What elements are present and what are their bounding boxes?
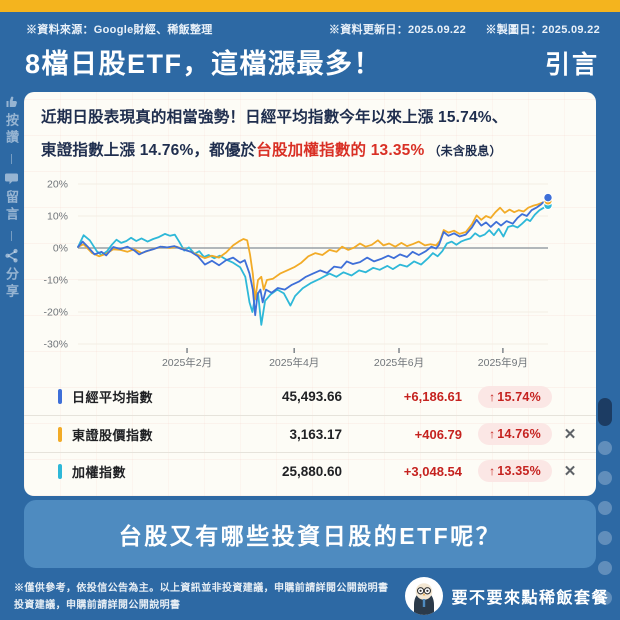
pct-badge: ↑ 13.35%: [478, 460, 552, 482]
section-tag: 引言: [544, 51, 599, 79]
data-source-note: ※資料來源：Google財經、稀飯整理: [26, 24, 213, 36]
pct-value: 13.35%: [497, 464, 541, 478]
pct-value: 14.76%: [497, 427, 541, 441]
svg-text:10%: 10%: [47, 211, 68, 223]
social-sidebar: 按讚 留言 分享: [1, 94, 22, 301]
index-change: +406.79: [414, 426, 462, 442]
intro-note: （未含股息）: [428, 144, 502, 158]
sidebar-item-like[interactable]: 按讚: [2, 94, 21, 147]
sidebar-share-label: 分享: [4, 267, 19, 301]
series-color-bar: [58, 426, 62, 442]
series-color-bar: [58, 389, 62, 404]
data-updated-note: ※資料更新日：2025.09.22: [328, 24, 467, 36]
footer-disclaimer: ※僅供參考，依投信公告為主。以上資訊並非投資建議，申購前請詳閱公開說明書 投資建…: [14, 580, 388, 614]
svg-text:-20%: -20%: [43, 307, 68, 319]
index-value: 3,163.17: [289, 426, 342, 442]
brand-footer: 要不要來點稀飯套餐: [405, 577, 609, 615]
brand-name: 要不要來點稀飯套餐: [451, 590, 609, 607]
edge-dot-decoration: [598, 441, 612, 455]
edge-dot-decoration: [598, 561, 612, 575]
edge-pill-decoration: [598, 398, 612, 426]
pct-value: 15.74%: [497, 389, 541, 404]
svg-text:2025年9月: 2025年9月: [478, 356, 528, 369]
index-table: 日經平均指數 45,493.66 +6,186.61 ↑ 15.74% 東證股價指…: [24, 378, 596, 489]
table-row-taiex: 加權指數 25,880.60 +3,048.54 ↑ 13.35% ✕: [24, 452, 596, 489]
title-row: 8檔日股ETF，這檔漲最多！ 引言: [25, 42, 599, 81]
up-arrow-icon: ↑: [489, 389, 496, 404]
close-row-button[interactable]: ✕: [563, 426, 577, 443]
svg-text:2025年4月: 2025年4月: [269, 356, 319, 369]
intro-highlight: 台股加權指數的 13.35%: [256, 142, 425, 159]
edge-dot-decoration: [598, 471, 612, 485]
banner-text: 台股又有哪些投資日股的ETF呢？: [118, 523, 502, 549]
sidebar-comment-label: 留言: [4, 190, 19, 224]
edge-dot-decoration: [598, 501, 612, 515]
svg-text:-30%: -30%: [43, 339, 68, 351]
performance-chart: 20% 10% 0% -10% -20% -30% 2025年2月 2025年4月 2025年6…: [43, 179, 553, 369]
sidebar-like-label: 按讚: [4, 113, 19, 147]
disclaimer-line2: 投資建議，申購前請詳閱公開說明書: [14, 600, 181, 611]
svg-text:0%: 0%: [53, 243, 68, 255]
chart-card: 近期日股表現真的相當強勢！日經平均指數今年以來上漲 15.74%、 東證指數上漲…: [24, 92, 596, 496]
up-arrow-icon: ↑: [489, 464, 496, 478]
index-name: 日經平均指數: [72, 390, 154, 405]
sidebar-item-comment[interactable]: 留言: [2, 171, 21, 224]
index-value: 25,880.60: [281, 463, 342, 479]
page-title: 8檔日股ETF，這檔漲最多！: [25, 49, 383, 79]
svg-text:20%: 20%: [47, 179, 68, 191]
close-row-button[interactable]: ✕: [563, 463, 577, 480]
up-arrow-icon: ↑: [489, 427, 496, 441]
edge-dot-decoration: [598, 531, 612, 545]
table-row-nikkei: 日經平均指數 45,493.66 +6,186.61 ↑ 15.74%: [24, 378, 596, 415]
svg-text:-10%: -10%: [43, 275, 68, 287]
meta-row: ※資料來源：Google財經、稀飯整理 ※資料更新日：2025.09.22 ※製…: [26, 21, 600, 37]
sidebar-divider: [11, 231, 12, 241]
sidebar-item-share[interactable]: 分享: [2, 248, 21, 301]
svg-text:2025年6月: 2025年6月: [374, 356, 424, 369]
question-banner: 台股又有哪些投資日股的ETF呢？: [24, 500, 596, 568]
thumbs-up-icon: [4, 94, 19, 109]
intro-paragraph: 近期日股表現真的相當強勢！日經平均指數今年以來上漲 15.74%、 東證指數上漲…: [41, 101, 588, 168]
share-icon: [4, 248, 19, 263]
index-value: 45,493.66: [281, 389, 342, 404]
brand-logo-owl-icon: [405, 577, 444, 615]
index-change: +3,048.54: [403, 463, 462, 479]
sidebar-divider: [11, 154, 12, 164]
top-accent-bar: [0, 0, 620, 12]
chart-date-note: ※製圖日：2025.09.22: [485, 24, 600, 36]
index-name: 加權指數: [72, 464, 127, 480]
date-notes: ※資料更新日：2025.09.22 ※製圖日：2025.09.22: [329, 21, 600, 37]
intro-line2: 東證指數上漲 14.76%，都優於: [41, 142, 257, 159]
comment-icon: [4, 171, 19, 186]
intro-line1: 近期日股表現真的相當強勢！日經平均指數今年以來上漲 15.74%、: [41, 109, 508, 126]
index-name: 東證股價指數: [72, 427, 154, 443]
svg-text:2025年2月: 2025年2月: [162, 356, 212, 369]
disclaimer-line1: ※僅供參考，依投信公告為主。以上資訊並非投資建議，申購前請詳閱公開說明書: [14, 583, 389, 594]
series-color-bar: [58, 463, 62, 479]
edge-dot-decoration: [598, 591, 612, 605]
table-row-topix: 東證股價指數 3,163.17 +406.79 ↑ 14.76% ✕: [24, 415, 596, 452]
pct-badge: ↑ 14.76%: [478, 423, 552, 445]
pct-badge: ↑ 15.74%: [478, 385, 552, 408]
index-change: +6,186.61: [403, 389, 462, 404]
